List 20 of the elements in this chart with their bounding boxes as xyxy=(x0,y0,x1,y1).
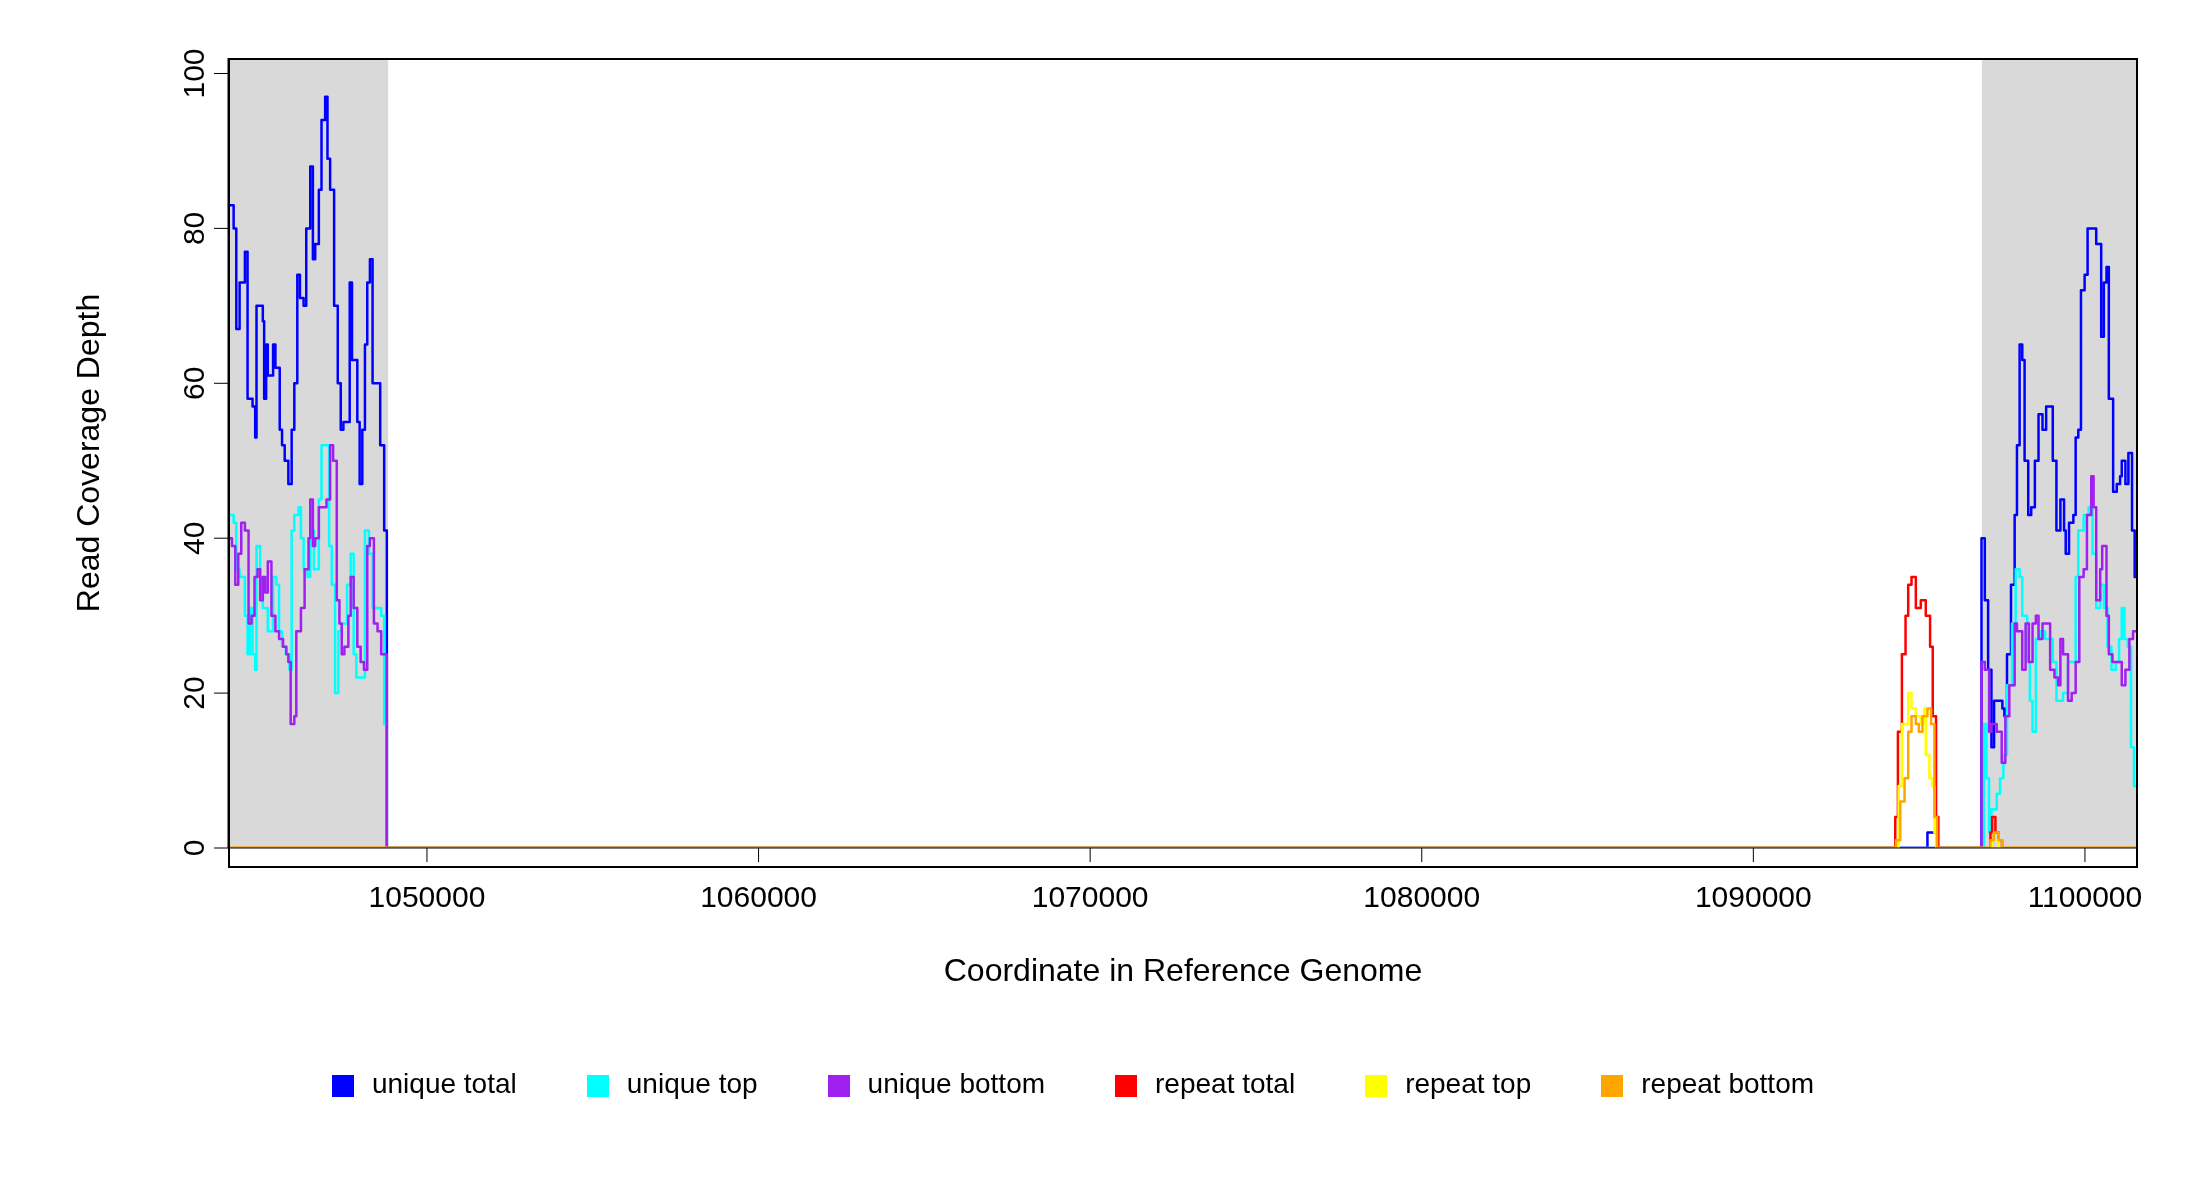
legend-label: repeat total xyxy=(1155,1068,1296,1099)
y-tick-label: 40 xyxy=(177,521,210,555)
x-tick-label: 1100000 xyxy=(2027,880,2143,914)
y-tick-label: 0 xyxy=(177,839,210,857)
legend-label: unique top xyxy=(626,1068,758,1099)
y-tick-label: 60 xyxy=(177,366,210,400)
legend-label: unique total xyxy=(371,1068,517,1099)
x-tick-label: 1070000 xyxy=(1031,880,1149,914)
y-axis-title: Read Coverage Depth xyxy=(70,293,107,613)
x-tick-label: 1050000 xyxy=(368,880,486,914)
y-tick-label: 100 xyxy=(177,48,210,99)
legend-label: repeat bottom xyxy=(1641,1068,1815,1099)
x-tick-label: 1080000 xyxy=(1363,880,1481,914)
x-axis-title: Coordinate in Reference Genome xyxy=(943,951,1423,988)
y-tick-label: 80 xyxy=(177,211,210,246)
legend-label: repeat top xyxy=(1405,1068,1532,1099)
legend-label: unique bottom xyxy=(867,1068,1046,1099)
x-tick-label: 1060000 xyxy=(700,880,817,914)
y-tick-label: 20 xyxy=(177,676,210,710)
x-tick-label: 1090000 xyxy=(1694,880,1812,914)
